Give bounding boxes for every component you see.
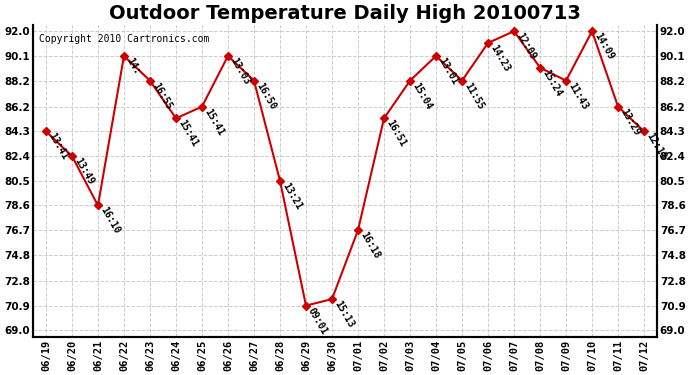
Text: 13:21: 13:21 (280, 181, 304, 211)
Text: 09:01: 09:01 (306, 306, 329, 336)
Text: 16:50: 16:50 (254, 81, 277, 111)
Text: 13:03: 13:03 (228, 56, 251, 86)
Text: 13:49: 13:49 (72, 156, 95, 186)
Text: Copyright 2010 Cartronics.com: Copyright 2010 Cartronics.com (39, 34, 210, 44)
Text: 14:: 14: (124, 56, 141, 76)
Text: 15:41: 15:41 (202, 106, 226, 137)
Text: 15:24: 15:24 (540, 68, 563, 98)
Text: 12:13: 12:13 (644, 131, 667, 162)
Text: 15:04: 15:04 (410, 81, 433, 111)
Text: 13:41: 13:41 (46, 131, 69, 162)
Text: 14:09: 14:09 (592, 31, 615, 62)
Text: 13:01: 13:01 (436, 56, 460, 86)
Text: 14:23: 14:23 (488, 43, 511, 74)
Text: 15:41: 15:41 (176, 118, 199, 149)
Text: 16:18: 16:18 (358, 230, 382, 261)
Text: 16:55: 16:55 (150, 81, 173, 111)
Title: Outdoor Temperature Daily High 20100713: Outdoor Temperature Daily High 20100713 (109, 4, 581, 23)
Text: 11:43: 11:43 (566, 81, 589, 111)
Text: 16:51: 16:51 (384, 118, 407, 149)
Text: 12:09: 12:09 (514, 31, 538, 62)
Text: 16:10: 16:10 (98, 206, 121, 236)
Text: 13:29: 13:29 (618, 106, 642, 137)
Text: 11:55: 11:55 (462, 81, 485, 111)
Text: 15:13: 15:13 (332, 299, 355, 330)
